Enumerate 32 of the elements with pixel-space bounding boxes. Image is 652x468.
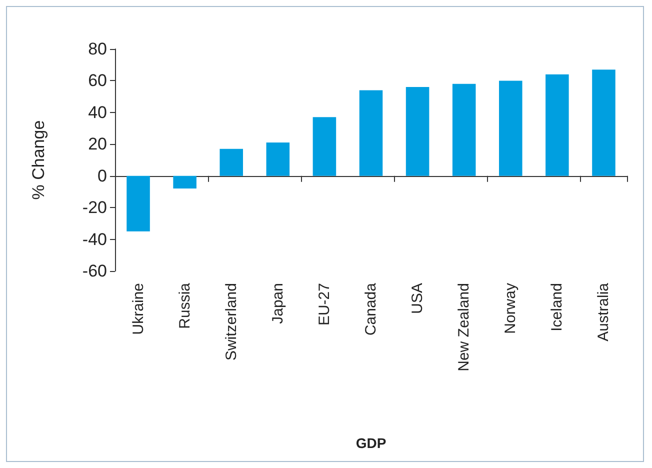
y-tick-label: 60 xyxy=(88,71,107,90)
bar xyxy=(312,117,336,176)
x-tick-label: USA xyxy=(409,283,426,314)
x-tick-label: Switzerland xyxy=(222,283,240,361)
x-tick-label: New Zealand xyxy=(456,283,473,372)
bar xyxy=(546,74,569,176)
bar xyxy=(220,148,243,176)
x-tick-label: Russia xyxy=(176,282,194,329)
x-tick-label: EU-27 xyxy=(316,283,333,326)
y-tick-label: -60 xyxy=(82,262,107,280)
bar xyxy=(359,90,383,176)
bar xyxy=(266,142,290,176)
x-axis-title: GDP xyxy=(356,435,386,451)
x-tick-label: Ukraine xyxy=(130,283,147,335)
bar xyxy=(452,84,476,176)
y-tick-label: 20 xyxy=(88,134,107,154)
bar xyxy=(406,87,430,176)
bar xyxy=(592,70,616,176)
y-tick-label: -20 xyxy=(82,198,107,218)
x-tick-label: Norway xyxy=(502,282,520,334)
x-tick-label: Australia xyxy=(595,282,612,342)
x-tick-label: Japan xyxy=(269,283,286,324)
y-axis-title: % Change xyxy=(29,120,48,200)
bar xyxy=(126,176,150,232)
bar xyxy=(173,176,196,189)
y-tick-label: 40 xyxy=(88,102,107,122)
x-tick-label: Canada xyxy=(362,282,380,336)
y-tick-label: 80 xyxy=(88,40,107,58)
bar xyxy=(499,80,522,176)
y-tick-label: 0 xyxy=(98,166,107,186)
y-tick-label: -40 xyxy=(82,230,107,249)
x-tick-label: Iceland xyxy=(548,283,566,332)
